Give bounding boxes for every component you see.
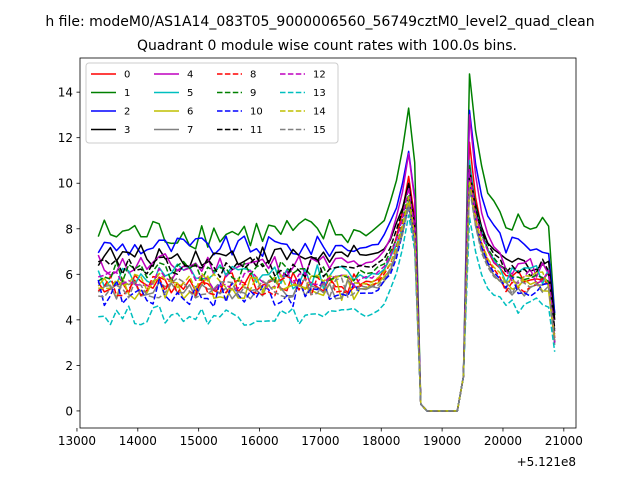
y-tick-label: 8: [65, 222, 73, 236]
legend-label-1: 1: [124, 88, 130, 99]
x-offset-label: +5.121e8: [517, 455, 576, 469]
x-tick-label: 16000: [240, 434, 278, 448]
legend-label-0: 0: [124, 70, 130, 81]
figure-suptitle: h file: modeM0/AS1A14_083T05_9000006560_…: [45, 14, 594, 30]
legend-label-11: 11: [250, 125, 263, 136]
series-line-2: [97, 109, 556, 412]
series-line-10: [97, 182, 556, 412]
legend-label-7: 7: [187, 125, 193, 136]
legend-label-3: 3: [124, 125, 130, 136]
legend-label-10: 10: [250, 107, 263, 118]
series-line-14: [98, 180, 556, 412]
legend-label-14: 14: [313, 107, 326, 118]
y-tick-label: 6: [65, 268, 73, 282]
legend-label-9: 9: [250, 88, 256, 99]
series-line-7: [97, 182, 556, 412]
y-tick-label: 10: [58, 177, 73, 191]
series-lines: [97, 73, 556, 412]
x-tick-label: 14000: [119, 434, 157, 448]
x-tick-label: 18000: [362, 434, 400, 448]
x-tick-label: 20000: [484, 434, 522, 448]
legend-label-15: 15: [313, 125, 326, 136]
x-tick-label: 17000: [301, 434, 339, 448]
x-axis: 13000 14000 15000 16000 17000 18000 19000 20000…: [58, 428, 583, 448]
series-line-12: [98, 168, 556, 412]
x-tick-label: 13000: [58, 434, 96, 448]
series-line-11: [97, 168, 556, 412]
chart-title: Quadrant 0 module wise count rates with …: [137, 38, 517, 54]
x-tick-label: 21000: [545, 434, 583, 448]
y-tick-label: 14: [58, 86, 73, 100]
x-tick-label: 15000: [180, 434, 218, 448]
y-tick-label: 4: [65, 313, 73, 327]
x-tick-label: 19000: [423, 434, 461, 448]
legend-label-8: 8: [250, 70, 256, 81]
y-tick-label: 2: [65, 359, 73, 373]
series-line-15: [98, 187, 556, 412]
legend-label-2: 2: [124, 107, 130, 118]
plot-frame: [79, 57, 577, 429]
legend-box: [85, 62, 339, 144]
y-tick-label: 0: [65, 404, 73, 418]
series-line-13: [98, 214, 556, 412]
y-axis: 0 2 4 6 8 10 12 14: [58, 86, 80, 418]
y-tick-label: 12: [58, 131, 73, 145]
legend-label-6: 6: [187, 107, 193, 118]
legend-label-4: 4: [187, 70, 193, 81]
series-line-3: [97, 168, 556, 412]
legend-label-13: 13: [313, 88, 326, 99]
legend-label-5: 5: [187, 88, 193, 99]
legend-label-12: 12: [313, 70, 326, 81]
